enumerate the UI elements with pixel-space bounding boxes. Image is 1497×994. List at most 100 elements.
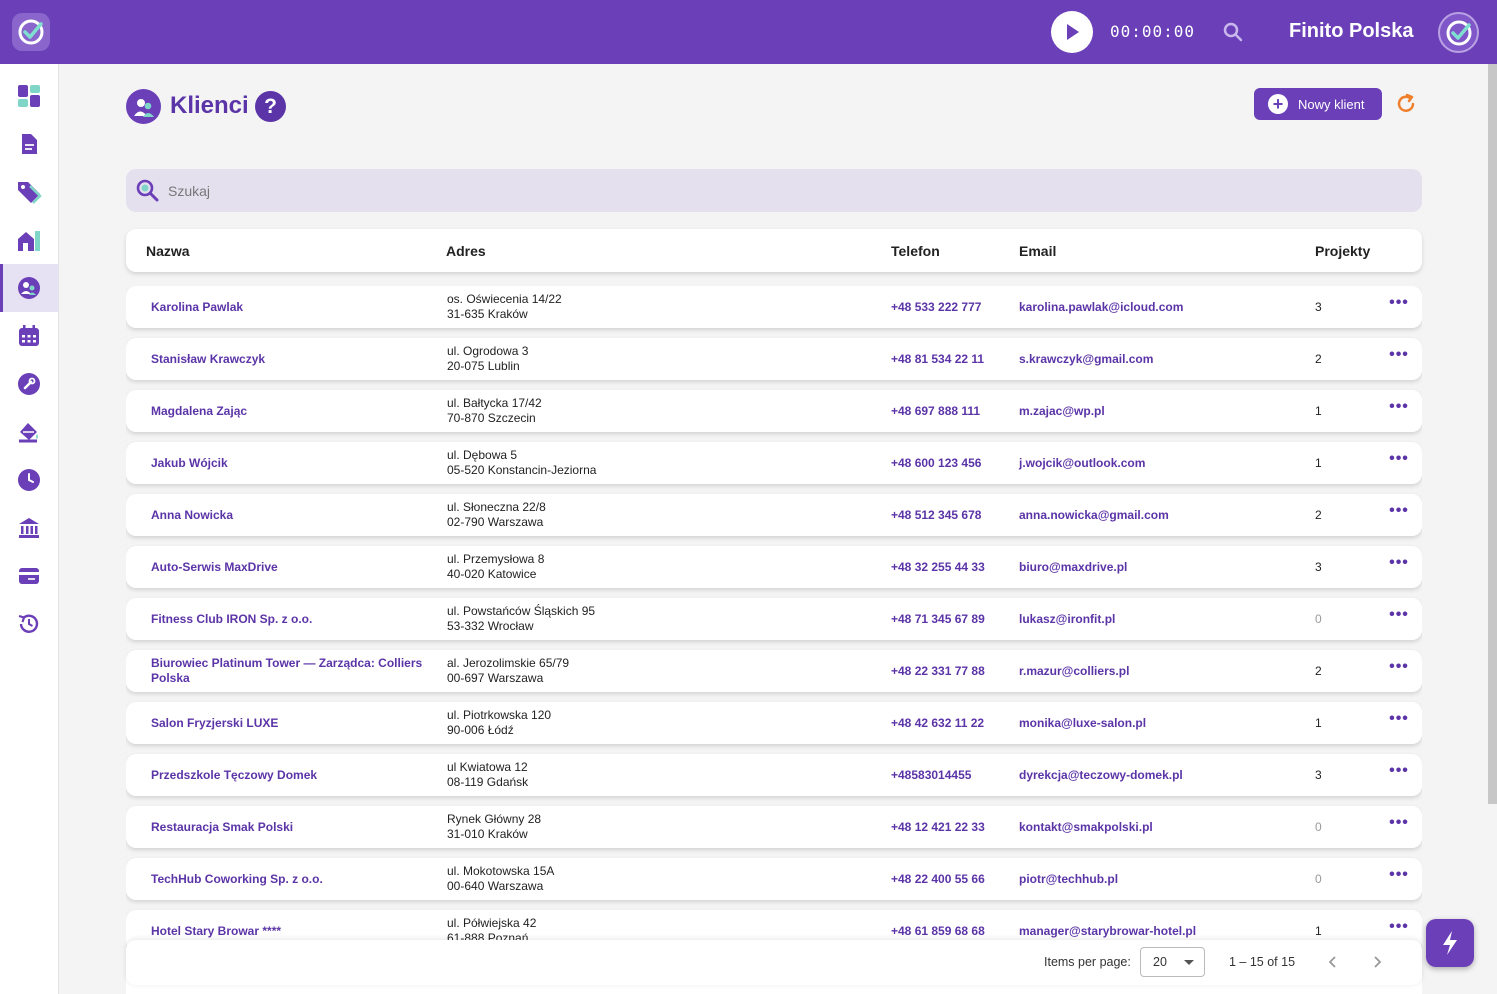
table-row[interactable]: Anna Nowicka ul. Słoneczna 22/8 02-790 War… (126, 494, 1422, 536)
sidebar-item-documents[interactable] (0, 120, 58, 168)
client-name[interactable]: TechHub Coworking Sp. z o.o. (151, 871, 323, 886)
client-phone[interactable]: +48 533 222 777 (891, 300, 982, 314)
column-header-projects[interactable]: Projekty (1315, 243, 1371, 259)
client-name[interactable]: Magdalena Zając (151, 403, 248, 418)
search-icon[interactable] (1222, 21, 1244, 43)
client-phone[interactable]: +48 697 888 111 (891, 404, 981, 418)
client-phone[interactable]: +48 61 859 68 68 (891, 924, 985, 938)
previous-page-button[interactable] (1323, 952, 1343, 972)
client-email[interactable]: manager@starybrowar-hotel.pl (1019, 924, 1197, 938)
column-header-email[interactable]: Email (1019, 243, 1057, 259)
column-header-phone[interactable]: Telefon (891, 243, 940, 259)
client-address: ul Kwiatowa 12 08-119 Gdańsk (447, 760, 847, 790)
table-row[interactable]: Fitness Club IRON Sp. z o.o. ul. Powstańc… (126, 598, 1422, 640)
client-phone[interactable]: +48583014455 (891, 768, 972, 782)
sidebar-item-dashboard[interactable] (0, 72, 58, 120)
next-page-button[interactable] (1367, 952, 1387, 972)
sidebar-item-clients[interactable] (0, 264, 58, 312)
client-phone[interactable]: +48 81 534 22 11 (891, 352, 985, 366)
client-name[interactable]: Jakub Wójcik (151, 455, 228, 470)
client-phone[interactable]: +48 22 400 55 66 (891, 872, 985, 886)
table-row[interactable]: Przedszkole Tęczowy Domek ul Kwiatowa 12 0… (126, 754, 1422, 796)
client-phone[interactable]: +48 512 345 678 (891, 508, 982, 522)
table-row[interactable]: Stanisław Krawczyk ul. Ogrodowa 3 20-075 L… (126, 338, 1422, 380)
items-per-page-select[interactable]: 20 (1140, 947, 1205, 977)
client-name[interactable]: Biurowiec Platinum Tower — Zarządca: Col… (151, 656, 423, 685)
client-email[interactable]: j.wojcik@outlook.com (1019, 456, 1146, 470)
client-email[interactable]: s.krawczyk@gmail.com (1019, 352, 1154, 366)
bank-icon (19, 518, 39, 538)
more-options-icon[interactable]: ••• (1389, 398, 1409, 415)
client-name[interactable]: Przedszkole Tęczowy Domek (151, 767, 318, 782)
more-options-icon[interactable]: ••• (1389, 554, 1409, 571)
client-email[interactable]: m.zajac@wp.pl (1019, 404, 1105, 418)
more-options-icon[interactable]: ••• (1389, 346, 1409, 363)
table-row[interactable]: TechHub Coworking Sp. z o.o. ul. Mokotows… (126, 858, 1422, 900)
search-input[interactable] (168, 169, 1408, 212)
more-options-icon[interactable]: ••• (1389, 606, 1409, 623)
client-email[interactable]: lukasz@ironfit.pl (1019, 612, 1116, 626)
more-options-icon[interactable]: ••• (1389, 294, 1409, 311)
page-scrollbar[interactable] (1488, 64, 1497, 804)
refresh-icon[interactable] (1394, 92, 1418, 116)
table-row[interactable]: Biurowiec Platinum Tower — Zarządca: Col… (126, 650, 1422, 692)
client-email[interactable]: dyrekcja@teczowy-domek.pl (1019, 768, 1183, 782)
client-email[interactable]: piotr@techhub.pl (1019, 872, 1119, 886)
address-line-2: 31-635 Kraków (447, 307, 528, 321)
user-avatar[interactable] (1438, 12, 1479, 53)
client-name[interactable]: Restauracja Smak Polski (151, 819, 294, 834)
client-email[interactable]: r.mazur@colliers.pl (1019, 664, 1130, 678)
table-row[interactable]: Magdalena Zając ul. Bałtycka 17/42 70-870 … (126, 390, 1422, 432)
more-options-icon[interactable]: ••• (1389, 866, 1409, 883)
client-phone[interactable]: +48 22 331 77 88 (891, 664, 985, 678)
client-name[interactable]: Salon Fryzjerski LUXE (151, 715, 279, 730)
client-name[interactable]: Anna Nowicka (151, 507, 234, 522)
client-phone[interactable]: +48 600 123 456 (891, 456, 982, 470)
more-options-icon[interactable]: ••• (1389, 918, 1409, 935)
more-options-icon[interactable]: ••• (1389, 658, 1409, 675)
table-row[interactable]: Restauracja Smak Polski Rynek Główny 28 31… (126, 806, 1422, 848)
more-options-icon[interactable]: ••• (1389, 450, 1409, 467)
sidebar-item-calendar[interactable] (0, 312, 58, 360)
app-logo[interactable] (12, 13, 50, 51)
client-name[interactable]: Fitness Club IRON Sp. z o.o. (151, 611, 313, 626)
sidebar-item-buildings[interactable] (0, 216, 58, 264)
client-name[interactable]: Auto-Serwis MaxDrive (151, 559, 278, 574)
sidebar-item-payments[interactable] (0, 552, 58, 600)
table-row[interactable]: Salon Fryzjerski LUXE ul. Piotrkowska 120… (126, 702, 1422, 744)
more-options-icon[interactable]: ••• (1389, 814, 1409, 831)
sidebar-item-paint[interactable] (0, 408, 58, 456)
client-projects-count: 2 (1315, 352, 1322, 366)
more-options-icon[interactable]: ••• (1389, 762, 1409, 779)
client-name[interactable]: Stanisław Krawczyk (151, 351, 266, 366)
client-phone[interactable]: +48 32 255 44 33 (891, 560, 985, 574)
client-phone[interactable]: +48 42 632 11 22 (891, 716, 985, 730)
table-row[interactable]: Auto-Serwis MaxDrive ul. Przemysłowa 8 40-… (126, 546, 1422, 588)
more-options-icon[interactable]: ••• (1389, 502, 1409, 519)
sidebar-item-history[interactable] (0, 600, 58, 648)
table-row[interactable]: Karolina Pawlak os. Oświecenia 14/22 31-63… (126, 286, 1422, 328)
column-header-address[interactable]: Adres (446, 243, 486, 259)
new-client-button[interactable]: + Nowy klient (1254, 88, 1382, 120)
quick-action-button[interactable] (1426, 919, 1474, 967)
client-email[interactable]: monika@luxe-salon.pl (1019, 716, 1147, 730)
client-name[interactable]: Hotel Stary Browar **** (151, 923, 282, 938)
sidebar-item-services[interactable] (0, 360, 58, 408)
client-phone[interactable]: +48 12 421 22 33 (891, 820, 985, 834)
timer-play-button[interactable] (1051, 11, 1093, 53)
client-name[interactable]: Karolina Pawlak (151, 299, 244, 314)
client-projects-count: 2 (1315, 664, 1322, 678)
client-email[interactable]: karolina.pawlak@icloud.com (1019, 300, 1184, 314)
sidebar-item-bank[interactable] (0, 504, 58, 552)
client-phone[interactable]: +48 71 345 67 89 (891, 612, 985, 626)
sidebar-item-time[interactable] (0, 456, 58, 504)
table-row[interactable]: Jakub Wójcik ul. Dębowa 5 05-520 Konstanci… (126, 442, 1422, 484)
client-address: os. Oświecenia 14/22 31-635 Kraków (447, 292, 847, 322)
sidebar-item-tags[interactable] (0, 168, 58, 216)
column-header-name[interactable]: Nazwa (146, 243, 190, 259)
more-options-icon[interactable]: ••• (1389, 710, 1409, 727)
client-email[interactable]: anna.nowicka@gmail.com (1019, 508, 1169, 522)
help-icon[interactable]: ? (255, 91, 286, 122)
client-email[interactable]: kontakt@smakpolski.pl (1019, 820, 1153, 834)
client-email[interactable]: biuro@maxdrive.pl (1019, 560, 1128, 574)
